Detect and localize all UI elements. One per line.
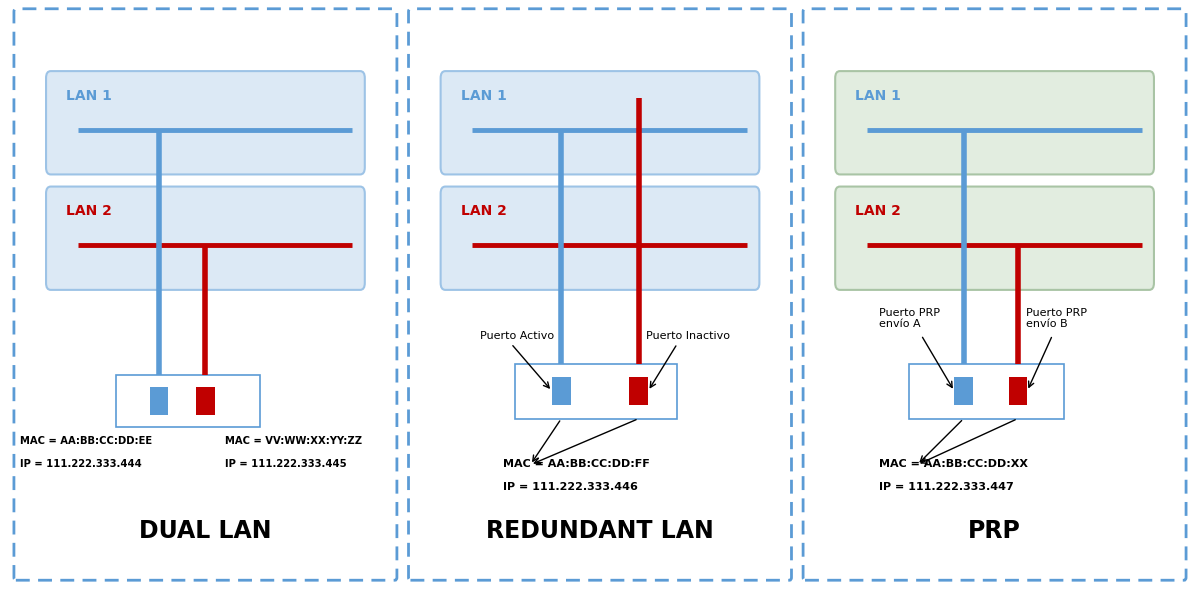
Bar [1008, 378, 1027, 405]
Bar [552, 378, 571, 405]
Text: LAN 1: LAN 1 [461, 89, 506, 103]
FancyBboxPatch shape [116, 375, 259, 427]
FancyBboxPatch shape [440, 187, 760, 290]
FancyBboxPatch shape [835, 71, 1154, 174]
Bar [629, 378, 648, 405]
Text: IP = 111.222.333.444: IP = 111.222.333.444 [19, 459, 142, 469]
FancyBboxPatch shape [408, 9, 792, 580]
Text: DUAL LAN: DUAL LAN [139, 519, 271, 543]
Text: LAN 1: LAN 1 [66, 89, 112, 103]
FancyBboxPatch shape [46, 71, 365, 174]
Text: MAC = AA:BB:CC:DD:EE: MAC = AA:BB:CC:DD:EE [19, 436, 152, 446]
Text: LAN 2: LAN 2 [856, 204, 901, 219]
FancyBboxPatch shape [515, 364, 677, 419]
Text: Puerto PRP
envío A: Puerto PRP envío A [878, 307, 940, 329]
FancyBboxPatch shape [910, 364, 1064, 419]
Text: REDUNDANT LAN: REDUNDANT LAN [486, 519, 714, 543]
Text: IP = 111.222.333.446: IP = 111.222.333.446 [503, 482, 638, 492]
FancyBboxPatch shape [14, 9, 397, 580]
FancyBboxPatch shape [46, 187, 365, 290]
FancyBboxPatch shape [835, 187, 1154, 290]
Bar [196, 388, 215, 415]
Text: Puerto PRP
envío B: Puerto PRP envío B [1026, 307, 1086, 329]
Text: MAC = AA:BB:CC:DD:XX: MAC = AA:BB:CC:DD:XX [878, 459, 1027, 469]
Bar [954, 378, 973, 405]
Bar [150, 388, 168, 415]
Text: PRP: PRP [968, 519, 1021, 543]
Text: IP = 111.222.333.447: IP = 111.222.333.447 [878, 482, 1013, 492]
Text: IP = 111.222.333.445: IP = 111.222.333.445 [224, 459, 347, 469]
Text: LAN 1: LAN 1 [856, 89, 901, 103]
FancyBboxPatch shape [803, 9, 1186, 580]
Text: MAC = AA:BB:CC:DD:FF: MAC = AA:BB:CC:DD:FF [503, 459, 650, 469]
Text: MAC = VV:WW:XX:YY:ZZ: MAC = VV:WW:XX:YY:ZZ [224, 436, 362, 446]
Text: LAN 2: LAN 2 [66, 204, 112, 219]
Text: Puerto Activo: Puerto Activo [480, 330, 554, 340]
Text: Puerto Inactivo: Puerto Inactivo [647, 330, 731, 340]
Text: LAN 2: LAN 2 [461, 204, 506, 219]
FancyBboxPatch shape [440, 71, 760, 174]
